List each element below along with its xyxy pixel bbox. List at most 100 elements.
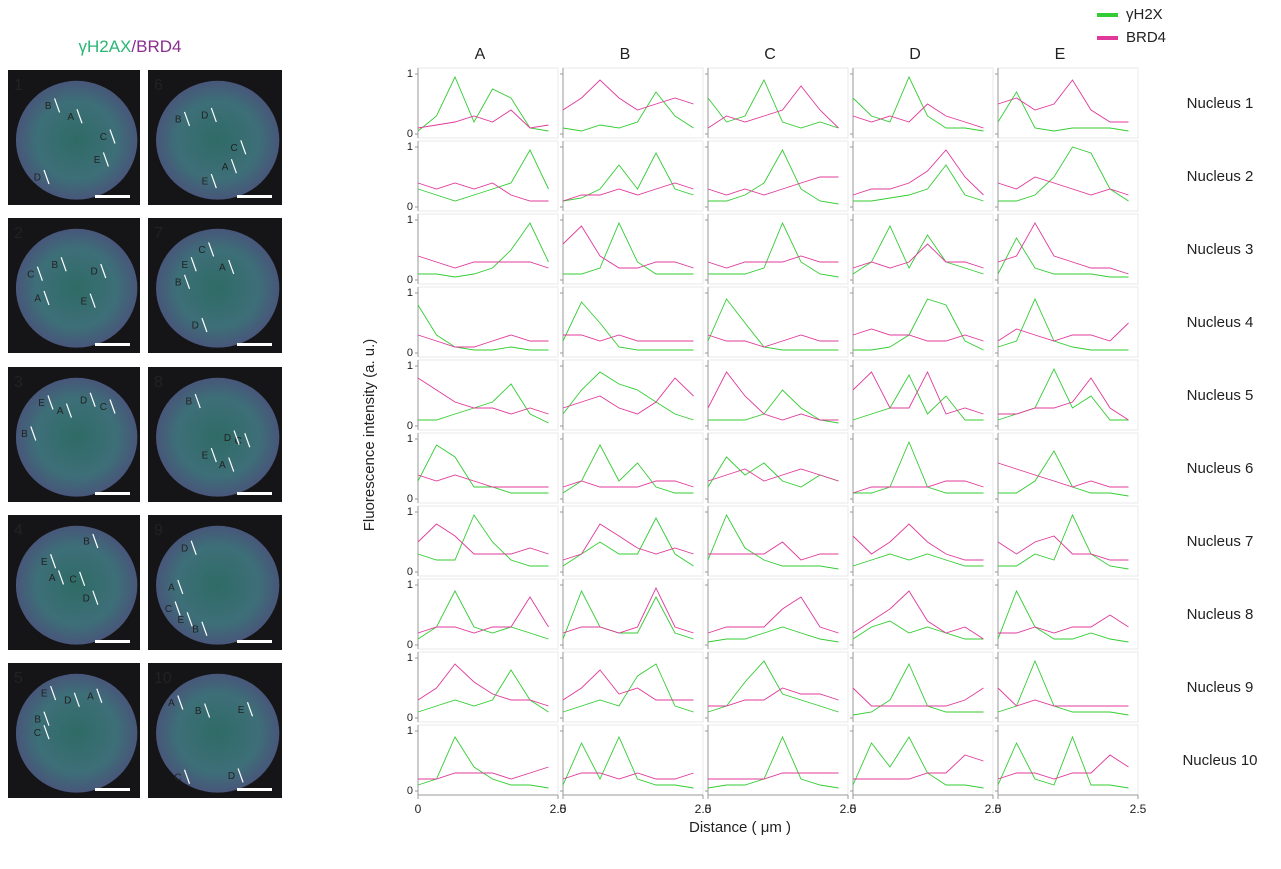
y-tick-label: 0 bbox=[407, 785, 413, 797]
line-label: A bbox=[67, 112, 74, 123]
line-label: A bbox=[168, 583, 175, 594]
trace bbox=[562, 669, 694, 701]
line-label: B bbox=[192, 624, 199, 635]
line-label: D bbox=[192, 321, 199, 332]
trace bbox=[562, 79, 694, 111]
line-label: C bbox=[69, 574, 76, 585]
nucleus bbox=[15, 673, 138, 793]
y-axis-title: Fluorescence intensity (a. u.) bbox=[361, 339, 378, 532]
trace bbox=[998, 513, 1129, 570]
trace bbox=[852, 736, 984, 789]
y-tick-label: 1 bbox=[407, 141, 413, 153]
line-scan bbox=[183, 274, 191, 290]
line-label: E bbox=[41, 557, 48, 568]
line-label: B bbox=[175, 115, 182, 126]
line-scan bbox=[210, 447, 217, 463]
trace bbox=[852, 590, 984, 640]
row-label: Nucleus 3 bbox=[1187, 241, 1254, 258]
trace bbox=[562, 301, 694, 351]
trace bbox=[852, 243, 984, 269]
trace bbox=[562, 589, 694, 640]
trace bbox=[562, 91, 694, 132]
scale-bar bbox=[237, 788, 272, 791]
x-tick-label: 0 bbox=[705, 802, 712, 816]
nucleus-number: 3 bbox=[14, 374, 23, 391]
trace bbox=[853, 754, 984, 780]
y-tick-label: 0 bbox=[407, 566, 413, 578]
trace bbox=[853, 298, 984, 351]
line-label: D bbox=[201, 111, 208, 122]
line-scan bbox=[96, 688, 103, 703]
trace bbox=[997, 91, 1129, 132]
nucleus bbox=[156, 377, 280, 497]
trace bbox=[997, 322, 1129, 342]
trace bbox=[707, 660, 839, 713]
nucleus bbox=[15, 228, 138, 348]
line-label: D bbox=[91, 267, 98, 278]
line-label: C bbox=[100, 132, 107, 143]
line-label: E bbox=[38, 398, 45, 409]
trace bbox=[997, 589, 1129, 643]
legend-label: γH2X bbox=[1126, 6, 1163, 23]
trace bbox=[417, 523, 549, 555]
trace bbox=[562, 225, 694, 269]
y-tick-label: 1 bbox=[407, 506, 413, 518]
line-scan bbox=[73, 692, 80, 708]
trace bbox=[852, 224, 984, 275]
nucleus-number: 1 bbox=[14, 77, 23, 94]
trace bbox=[417, 514, 549, 567]
column-label: A bbox=[475, 46, 486, 63]
trace bbox=[563, 221, 694, 275]
x-tick-label: 2.5 bbox=[840, 802, 857, 816]
line-label: D bbox=[181, 543, 188, 554]
trace bbox=[418, 222, 549, 278]
line-scan bbox=[43, 724, 50, 740]
trace bbox=[707, 255, 839, 269]
trace bbox=[707, 298, 839, 351]
line-scan bbox=[43, 711, 50, 726]
trace bbox=[418, 766, 549, 780]
line-scan bbox=[194, 393, 201, 409]
y-tick-label: 0 bbox=[407, 274, 413, 286]
trace bbox=[562, 152, 694, 202]
line-scan bbox=[228, 259, 235, 275]
line-label: A bbox=[219, 263, 226, 274]
nucleus-number: 8 bbox=[154, 374, 163, 391]
trace bbox=[708, 772, 839, 780]
y-tick-label: 1 bbox=[407, 214, 413, 226]
row-label: Nucleus 2 bbox=[1187, 168, 1254, 185]
line-label: A bbox=[222, 162, 229, 173]
trace bbox=[562, 377, 694, 415]
trace bbox=[997, 687, 1129, 707]
line-scan bbox=[201, 621, 208, 636]
column-label: E bbox=[1055, 46, 1066, 63]
trace bbox=[997, 659, 1129, 716]
trace bbox=[417, 255, 549, 269]
line-label: B bbox=[83, 537, 90, 548]
line-label: B bbox=[195, 706, 202, 717]
line-scan bbox=[43, 290, 50, 306]
trace bbox=[417, 109, 549, 129]
trace bbox=[417, 334, 549, 348]
trace bbox=[417, 669, 549, 713]
x-tick-label: 0 bbox=[560, 802, 567, 816]
line-scan bbox=[47, 395, 54, 410]
line-scan bbox=[190, 257, 197, 272]
scale-bar bbox=[237, 343, 272, 346]
trace bbox=[852, 662, 984, 716]
trace bbox=[707, 371, 839, 421]
y-tick-label: 1 bbox=[407, 68, 413, 80]
trace bbox=[562, 480, 694, 488]
trace bbox=[707, 78, 839, 129]
trace bbox=[707, 626, 839, 643]
trace bbox=[562, 182, 694, 202]
line-label: D bbox=[34, 173, 41, 184]
trace bbox=[852, 687, 984, 707]
line-label: B bbox=[186, 397, 193, 408]
trace bbox=[997, 754, 1129, 780]
trace bbox=[853, 440, 984, 494]
trace bbox=[417, 304, 549, 351]
trace bbox=[417, 182, 549, 202]
line-label: D bbox=[224, 433, 231, 444]
scale-bar bbox=[237, 640, 272, 643]
